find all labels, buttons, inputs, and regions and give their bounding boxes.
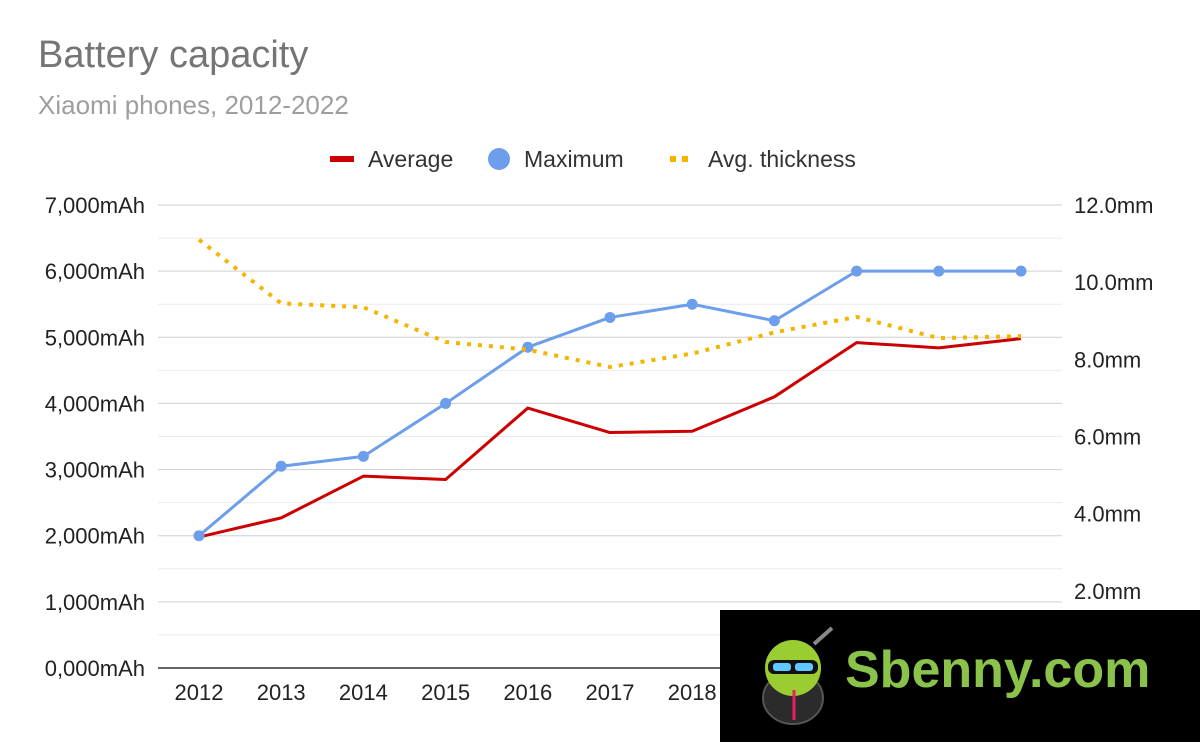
y-left-tick-label: 7,000mAh — [45, 193, 145, 218]
data-point-maximum — [768, 315, 780, 327]
legend-item-average: Average — [330, 142, 453, 176]
chart-subtitle: Xiaomi phones, 2012-2022 — [38, 90, 349, 120]
data-point-maximum — [193, 530, 205, 542]
data-point-maximum — [851, 265, 863, 277]
legend-swatch-average — [330, 156, 354, 162]
y-right-tick-label: 4.0mm — [1074, 502, 1141, 527]
y-left-tick-label: 0,000mAh — [45, 656, 145, 681]
x-tick-label: 2018 — [668, 680, 717, 705]
x-tick-label: 2013 — [257, 680, 306, 705]
x-tick-label: 2015 — [421, 680, 470, 705]
data-point-maximum — [933, 265, 945, 277]
legend-swatch-maximum — [488, 148, 510, 170]
y-left-tick-label: 5,000mAh — [45, 325, 145, 350]
series-line-avg-thickness — [197, 238, 1022, 370]
watermark-text: Sbenny.com — [845, 641, 1151, 699]
chart-title: Battery capacity — [38, 34, 309, 76]
legend-label-maximum: Maximum — [524, 145, 624, 172]
legend-label-avg-thickness: Avg. thickness — [708, 145, 856, 172]
y-left-tick-label: 6,000mAh — [45, 259, 145, 284]
y-right-tick-label: 12.0mm — [1074, 193, 1153, 218]
data-point-maximum — [1015, 265, 1027, 277]
y-left-tick-label: 2,000mAh — [45, 524, 145, 549]
legend-item-avg-thickness: Avg. thickness — [670, 142, 856, 176]
data-point-maximum — [357, 450, 369, 462]
y-left-tick-label: 1,000mAh — [45, 590, 145, 615]
y-right-tick-label: 10.0mm — [1074, 270, 1153, 295]
watermark: Sbenny.com — [720, 610, 1200, 742]
legend-label-average: Average — [368, 145, 454, 172]
legend: Average Maximum Avg. thickness — [0, 142, 1200, 176]
data-point-maximum — [440, 397, 452, 409]
x-tick-label: 2016 — [503, 680, 552, 705]
x-tick-label: 2014 — [339, 680, 388, 705]
y-right-tick-label: 8.0mm — [1074, 347, 1141, 372]
y-left-tick-label: 3,000mAh — [45, 458, 145, 483]
legend-swatch-avg-thickness — [670, 156, 694, 162]
x-tick-label: 2012 — [175, 680, 224, 705]
data-point-maximum — [686, 298, 698, 310]
x-tick-label: 2017 — [586, 680, 635, 705]
y-left-tick-label: 4,000mAh — [45, 391, 145, 416]
data-point-maximum — [275, 460, 287, 472]
y-right-tick-label: 6.0mm — [1074, 425, 1141, 450]
series-line-average — [198, 337, 1022, 539]
data-point-maximum — [604, 311, 616, 323]
mascot-logo-icon — [762, 626, 834, 725]
y-right-tick-label: 2.0mm — [1074, 579, 1141, 604]
legend-item-maximum: Maximum — [488, 142, 624, 176]
